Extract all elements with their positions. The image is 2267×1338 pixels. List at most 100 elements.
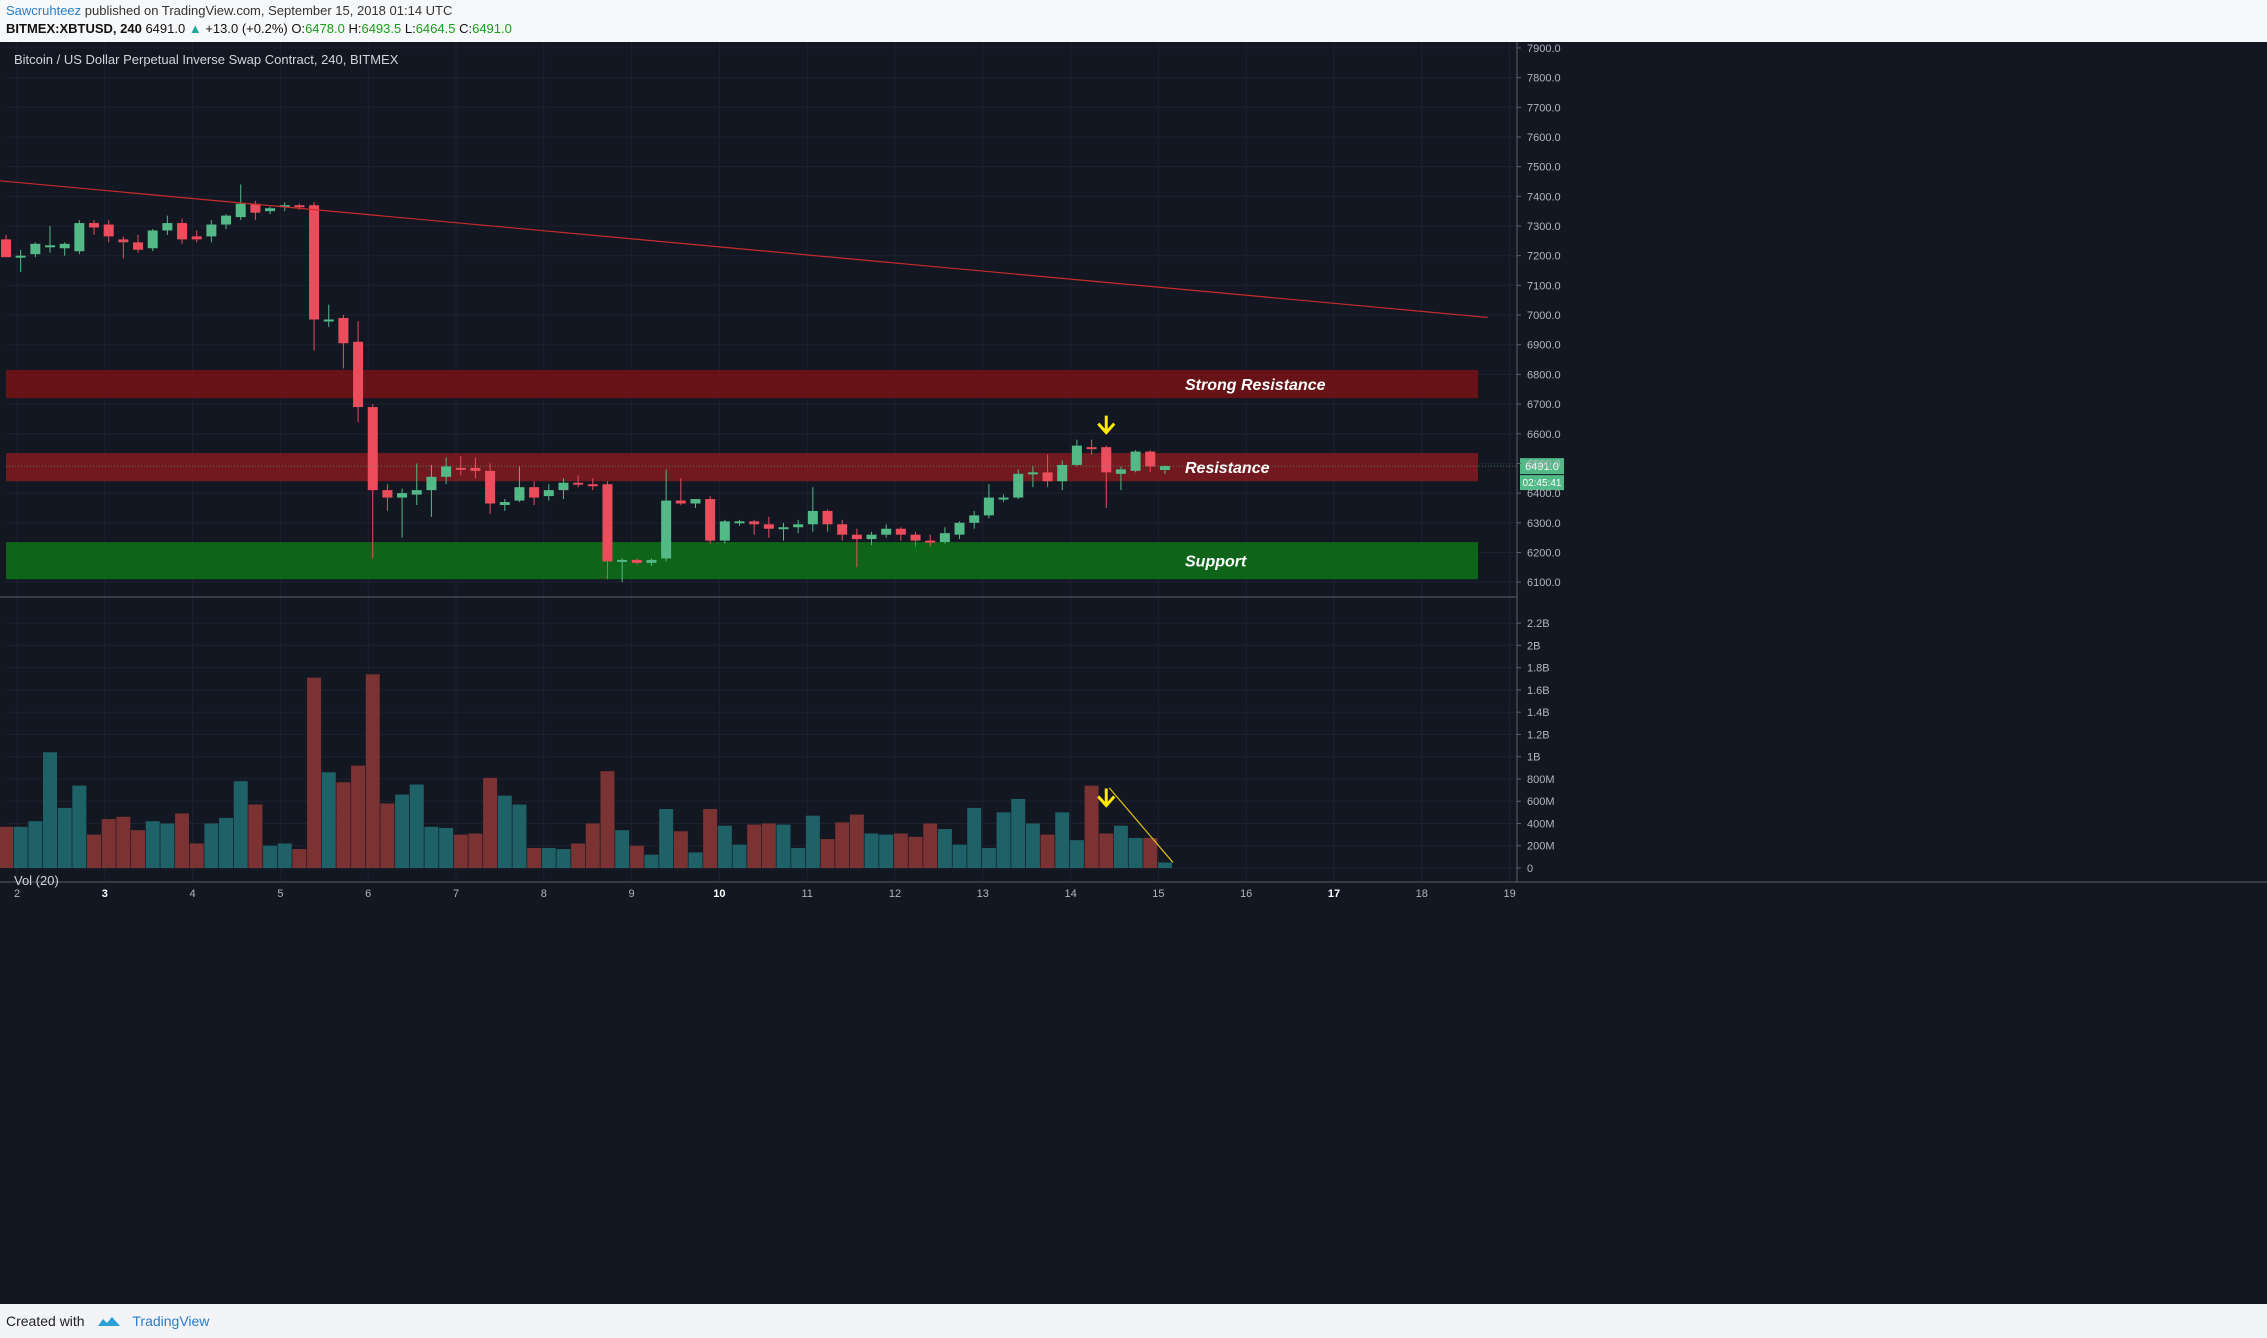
candle-body — [1130, 451, 1141, 471]
volume-tick-label: 600M — [1527, 796, 1555, 808]
zone-rect — [6, 542, 1478, 580]
volume-bar — [233, 781, 248, 868]
volume-bar — [263, 845, 278, 868]
volume-label: Vol (20) — [14, 873, 59, 888]
countdown-tag — [1520, 475, 1564, 491]
volume-bar — [28, 821, 43, 868]
candle-body — [983, 497, 994, 516]
volume-bar — [673, 831, 688, 868]
volume-bar — [101, 819, 116, 868]
candle-body — [646, 559, 657, 563]
candle-body — [147, 230, 158, 249]
candle-body — [529, 487, 540, 498]
candle-body — [309, 205, 320, 320]
price-tick-label: 6500.0 — [1527, 458, 1561, 470]
candle-body — [1101, 447, 1112, 473]
volume-bar — [849, 814, 864, 868]
axes-layer: 7900.07800.07700.07600.07500.07400.07300… — [0, 42, 2267, 900]
volume-bar — [952, 844, 967, 868]
volume-tick-label: 1.8B — [1527, 663, 1550, 675]
candle-body — [426, 476, 437, 491]
time-tick-label: 18 — [1416, 888, 1428, 900]
candle-body — [837, 524, 848, 535]
author-link[interactable]: Sawcruhteez — [6, 3, 82, 18]
ohlc-bar: BITMEX:XBTUSD, 240 6491.0 ▲ +13.0 (+0.2%… — [6, 21, 512, 36]
candle-body — [353, 341, 364, 408]
volume-tick-label: 800M — [1527, 774, 1555, 786]
price-tick-label: 7500.0 — [1527, 162, 1561, 174]
candle-body — [45, 245, 56, 248]
volume-bar — [468, 833, 483, 868]
volume-bar — [219, 817, 234, 868]
footer: Created with TradingView — [6, 1313, 209, 1329]
volume-bar — [585, 823, 600, 868]
candle-body — [499, 502, 510, 505]
volume-bar — [395, 794, 410, 868]
candle-body — [998, 497, 1009, 500]
time-tick-label: 10 — [713, 888, 725, 900]
volume-bar — [43, 752, 58, 868]
time-tick-label: 2 — [14, 888, 20, 900]
candle-body — [778, 527, 789, 530]
symbol-label: BITMEX:XBTUSD, 240 — [6, 21, 142, 36]
volume-bar — [835, 822, 850, 868]
volume-bar — [937, 829, 952, 868]
volume-bar — [512, 804, 527, 868]
close-label: C: — [459, 21, 473, 36]
candle-body — [323, 319, 334, 322]
zone-rect — [6, 369, 1478, 399]
price-tick-label: 7700.0 — [1527, 102, 1561, 114]
chart-title: Bitcoin / US Dollar Perpetual Inverse Sw… — [14, 52, 399, 67]
candle-body — [910, 534, 921, 541]
price-tick-label: 7200.0 — [1527, 251, 1561, 263]
candle-body — [734, 521, 745, 524]
overlay-layer: 6491.0 02:45:41 — [0, 180, 1564, 863]
candle-body — [793, 524, 804, 528]
volume-bar — [189, 843, 204, 868]
time-tick-label: 6 — [365, 888, 371, 900]
candle-body — [1086, 447, 1097, 450]
candle-body — [89, 223, 100, 228]
low-value: 6464.5 — [415, 21, 456, 36]
volume-bar — [1157, 862, 1172, 868]
candle-body — [763, 524, 774, 529]
candle-body — [939, 533, 950, 543]
volume-bar — [644, 854, 659, 868]
volume-bar — [805, 815, 820, 868]
volume-tick-label: 2.2B — [1527, 618, 1550, 630]
price-tick-label: 6900.0 — [1527, 340, 1561, 352]
candle-body — [1071, 445, 1082, 465]
last-price-tag — [1520, 458, 1564, 475]
volume-bar — [981, 847, 996, 868]
price-tick-label: 7800.0 — [1527, 73, 1561, 85]
zone-rect — [6, 453, 1478, 482]
change-value: +13.0 (+0.2%) — [205, 21, 288, 36]
volume-bar — [497, 795, 512, 868]
chart-background — [0, 42, 2267, 1304]
candle-body — [177, 223, 188, 240]
candle-body — [103, 224, 114, 237]
volume-tick-label: 1.2B — [1527, 729, 1550, 741]
time-tick-label: 19 — [1503, 888, 1515, 900]
close-value: 6491.0 — [472, 21, 512, 36]
candle-body — [397, 493, 408, 498]
tradingview-link[interactable]: TradingView — [132, 1313, 210, 1329]
volume-bar — [996, 812, 1011, 868]
volume-bar — [615, 830, 630, 868]
zones-layer: Strong Resistance Resistance Support — [6, 369, 1478, 580]
volume-bar — [248, 804, 263, 868]
candle-body — [881, 528, 892, 535]
volume-bar — [87, 834, 102, 868]
candle-body — [441, 466, 452, 477]
volume-tick-label: 1.4B — [1527, 707, 1550, 719]
candle-body — [705, 499, 716, 541]
candle-body — [617, 559, 628, 562]
time-tick-label: 11 — [801, 888, 812, 900]
low-label: L: — [404, 21, 416, 36]
publish-info: Sawcruhteez published on TradingView.com… — [6, 3, 452, 18]
candle-body — [191, 236, 202, 240]
volume-bar — [439, 827, 454, 868]
time-tick-label: 17 — [1328, 888, 1340, 900]
down-arrow-icon-head — [1097, 422, 1116, 435]
